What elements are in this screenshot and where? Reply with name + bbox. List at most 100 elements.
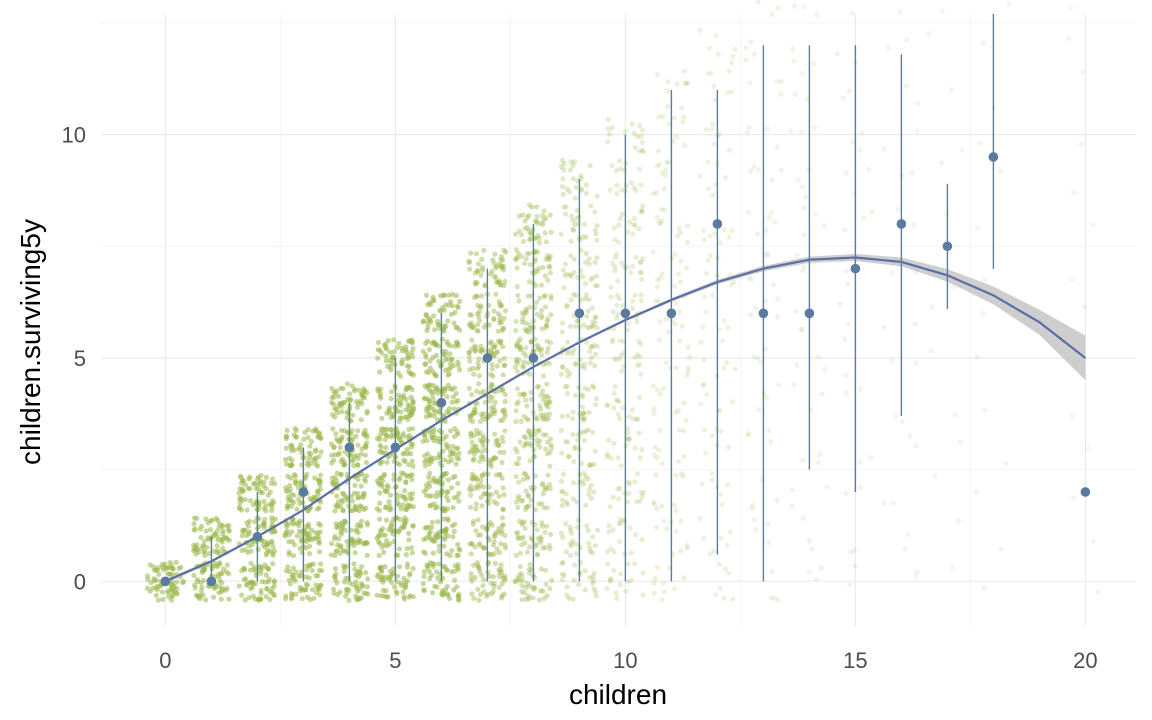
jitter-point xyxy=(806,568,812,574)
jitter-point xyxy=(608,284,614,290)
jitter-point xyxy=(540,373,547,379)
jitter-point xyxy=(543,401,549,407)
jitter-point xyxy=(583,234,589,240)
summary-point xyxy=(206,576,217,587)
jitter-point xyxy=(589,323,595,329)
jitter-point xyxy=(584,313,590,319)
jitter-point xyxy=(587,360,594,366)
jitter-point xyxy=(497,471,503,477)
jitter-point xyxy=(580,234,587,240)
jitter-point xyxy=(384,459,390,465)
jitter-point xyxy=(241,566,248,573)
jitter-column xyxy=(282,425,325,603)
jitter-point xyxy=(470,365,476,371)
jitter-point xyxy=(586,486,593,493)
jitter-point xyxy=(473,345,479,351)
jitter-point xyxy=(451,528,457,535)
jitter-point xyxy=(568,159,574,165)
jitter-point xyxy=(868,454,874,460)
jitter-point xyxy=(144,573,151,579)
jitter-point xyxy=(448,457,455,463)
jitter-point xyxy=(701,237,708,243)
jitter-point xyxy=(474,447,480,453)
jitter-point xyxy=(477,482,483,488)
jitter-point xyxy=(570,409,576,415)
jitter-point xyxy=(471,294,478,300)
jitter-point xyxy=(493,275,499,281)
jitter-point xyxy=(498,257,504,263)
jitter-point xyxy=(302,429,308,435)
jitter-point xyxy=(424,564,430,571)
jitter-point xyxy=(252,480,258,486)
jitter-point xyxy=(579,413,585,420)
jitter-point xyxy=(527,325,533,331)
jitter-point xyxy=(548,442,554,448)
jitter-point xyxy=(890,500,897,506)
jitter-point xyxy=(665,103,671,110)
jitter-point xyxy=(501,356,507,362)
jitter-point xyxy=(344,539,350,545)
jitter-point xyxy=(541,208,547,214)
jitter-point xyxy=(650,249,656,255)
jitter-point xyxy=(527,371,533,377)
jitter-point xyxy=(660,113,666,119)
jitter-point xyxy=(605,139,611,145)
jitter-point xyxy=(430,297,436,303)
jitter-point xyxy=(587,325,593,331)
x-tick-label: 5 xyxy=(389,648,401,673)
jitter-point xyxy=(263,572,269,578)
jitter-point xyxy=(703,309,709,315)
jitter-point xyxy=(580,410,587,416)
jitter-point xyxy=(293,434,299,440)
jitter-point xyxy=(471,475,477,481)
jitter-point xyxy=(404,446,410,452)
jitter-point xyxy=(477,568,483,574)
jitter-point xyxy=(634,416,641,422)
jitter-point xyxy=(537,347,544,353)
jitter-point xyxy=(239,486,245,492)
jitter-point xyxy=(881,500,887,506)
jitter-point xyxy=(329,395,335,401)
jitter-point xyxy=(655,148,662,154)
jitter-point xyxy=(362,452,368,458)
jitter-point xyxy=(654,190,660,196)
jitter-point xyxy=(755,356,761,362)
jitter-point xyxy=(681,114,687,120)
jitter-point xyxy=(548,312,554,318)
jitter-point xyxy=(355,400,361,407)
jitter-point xyxy=(284,427,290,433)
jitter-point xyxy=(481,589,487,595)
jitter-point xyxy=(558,164,564,170)
jitter-point xyxy=(527,440,533,447)
jitter-point xyxy=(513,578,519,584)
jitter-point xyxy=(476,565,482,572)
jitter-point xyxy=(470,521,476,527)
jitter-point xyxy=(626,413,632,420)
jitter-point xyxy=(307,543,313,549)
jitter-point xyxy=(388,414,394,421)
jitter-point xyxy=(753,526,759,533)
jitter-point xyxy=(398,415,405,421)
jitter-point xyxy=(571,577,577,584)
jitter-point xyxy=(763,394,770,400)
jitter-point xyxy=(543,215,549,221)
jitter-point xyxy=(382,532,388,538)
jitter-point xyxy=(467,417,473,423)
jitter-point xyxy=(335,504,341,510)
jitter-point xyxy=(846,88,852,94)
jitter-point xyxy=(432,505,438,511)
jitter-point xyxy=(429,561,436,567)
jitter-point xyxy=(665,88,671,94)
jitter-point xyxy=(391,337,397,343)
jitter-point xyxy=(472,544,478,550)
jitter-point xyxy=(487,413,493,419)
jitter-point xyxy=(701,357,707,363)
jitter-point xyxy=(840,95,847,101)
jitter-point xyxy=(453,461,459,467)
jitter-point xyxy=(586,256,592,262)
jitter-point xyxy=(630,263,636,269)
jitter-point xyxy=(538,282,545,288)
summary-point xyxy=(850,263,861,274)
jitter-point xyxy=(355,455,361,461)
jitter-point xyxy=(625,437,631,443)
